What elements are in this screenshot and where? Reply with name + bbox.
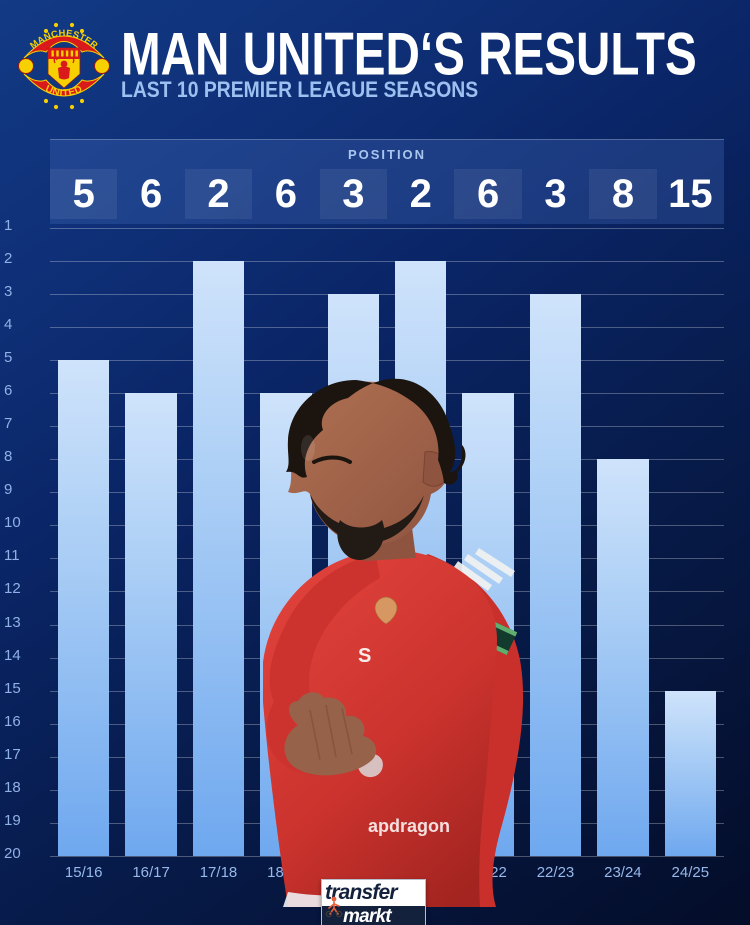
svg-text:apdragon: apdragon (368, 816, 450, 836)
svg-text:S: S (358, 645, 371, 667)
